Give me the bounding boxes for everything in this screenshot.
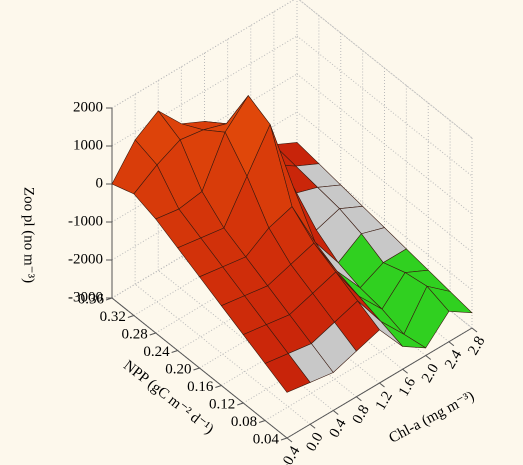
tick-mark: [149, 332, 156, 336]
z-tick-label: -1000: [68, 213, 103, 229]
tick-mark: [332, 410, 339, 415]
tick-mark: [402, 368, 408, 374]
x-tick-label: 1.2: [373, 389, 396, 413]
surface-patch: [264, 353, 311, 393]
y-tick-label: 0.04: [253, 431, 280, 447]
tick-mark: [193, 367, 200, 371]
grid-line: [296, 111, 473, 253]
x-tick-label: 0.0: [303, 430, 326, 454]
y-tick-label: 0.32: [100, 309, 126, 325]
grid-line: [157, 270, 334, 411]
tick-mark: [425, 355, 432, 360]
tick-mark: [237, 402, 244, 406]
tick-mark: [448, 341, 455, 347]
tick-mark: [171, 350, 178, 353]
tick-mark: [280, 437, 288, 441]
y-tick-label: 0.24: [143, 344, 170, 360]
tick-mark: [356, 396, 362, 402]
z-tick-label: 1000: [73, 137, 103, 153]
x-tick-label: 0.4: [326, 416, 349, 441]
z-tick-label: -3000: [68, 289, 103, 305]
grid-line: [134, 283, 311, 425]
tick-mark: [258, 420, 266, 423]
y-tick-label: 0.20: [165, 361, 191, 377]
y-tick-label: 0.12: [209, 396, 235, 412]
axis-line: [111, 297, 288, 439]
z-tick-label: -2000: [68, 251, 103, 267]
y-tick-label: 0.16: [187, 379, 214, 395]
tick-mark: [309, 423, 316, 429]
x-tick-label: 2.8: [465, 334, 488, 358]
tick-mark: [215, 385, 222, 388]
z-axis-title: Zoo pl (no m⁻³): [21, 187, 37, 283]
box-edge: [298, 0, 473, 139]
x-tick-label: 0.8: [350, 402, 373, 426]
x-tick-label: 2.0: [419, 361, 442, 385]
y-tick-label: 0.08: [231, 414, 257, 430]
x-tick-label: -0.4: [278, 443, 304, 465]
tick-mark: [127, 315, 135, 318]
y-tick-label: 0.28: [122, 326, 148, 342]
y-tick-label: 0.36: [78, 291, 105, 307]
x-axis-title: Chl-a (mg m⁻³): [386, 388, 477, 446]
axis-line: [286, 327, 473, 439]
grid-line: [296, 149, 473, 291]
tick-mark: [286, 437, 293, 443]
tick-mark: [471, 327, 478, 333]
grid-line: [296, 35, 473, 177]
z-tick-label: 2000: [73, 99, 103, 115]
grid-line: [298, 0, 473, 139]
x-tick-label: 1.6: [396, 375, 419, 400]
tick-mark: [379, 382, 385, 388]
grid-line: [296, 73, 473, 215]
z-tick-label: 0: [96, 175, 104, 191]
x-tick-label: 2.4: [442, 347, 465, 372]
